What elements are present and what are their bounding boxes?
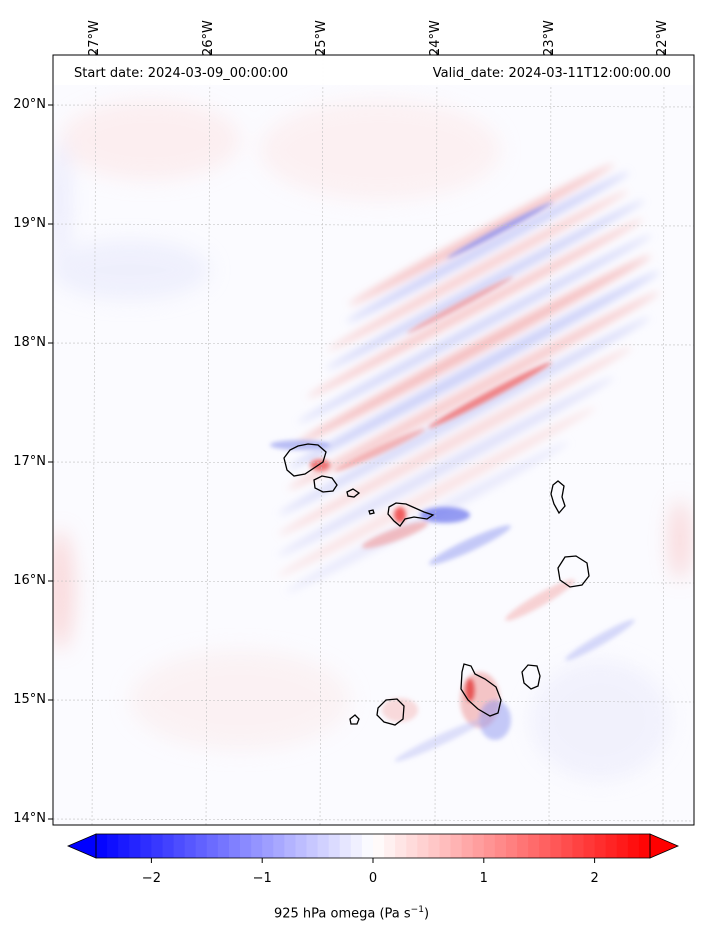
colorbar-segment xyxy=(217,834,230,858)
colorbar-segment xyxy=(129,834,141,858)
colorbar-segment xyxy=(328,834,341,858)
lon-label: 24°W xyxy=(428,20,443,56)
colorbar-label-main: 925 hPa omega (Pa s xyxy=(273,906,411,922)
lat-label: 15°N xyxy=(13,692,46,707)
colorbar-segment xyxy=(306,834,319,858)
lat-ticks xyxy=(48,104,53,820)
lon-label: 23°W xyxy=(542,20,557,56)
colorbar-segment xyxy=(317,834,330,858)
lon-label: 26°W xyxy=(201,20,216,56)
colorbar-segment xyxy=(350,834,363,858)
lon-ticks xyxy=(95,50,665,55)
island-santo-antao xyxy=(283,443,327,477)
start-date-label: Start date: 2024-03-09_00:00:00 xyxy=(74,66,289,81)
lon-label: 25°W xyxy=(314,20,329,56)
colorbar-segment xyxy=(284,834,297,858)
lon-label: 22°W xyxy=(655,20,670,56)
colorbar-segment xyxy=(505,834,518,858)
colorbar-segment xyxy=(339,834,352,858)
colorbar-segment xyxy=(483,834,496,858)
colorbar-label-close: ) xyxy=(423,906,430,922)
lat-label: 20°N xyxy=(13,97,46,112)
colorbar-segment xyxy=(494,834,507,858)
colorbar-tick-label: 2 xyxy=(590,871,599,886)
colorbar-segment xyxy=(195,834,208,858)
colorbar-segment xyxy=(572,834,585,858)
colorbar-tickmarks xyxy=(150,858,596,863)
island-maio xyxy=(521,664,541,690)
colorbar-segments xyxy=(96,834,651,858)
colorbar-segment xyxy=(151,834,164,858)
colorbar-segment xyxy=(561,834,574,858)
colorbar-segment xyxy=(461,834,474,858)
lat-label: 17°N xyxy=(13,454,46,469)
colorbar-segment xyxy=(173,834,186,858)
colorbar-label: 925 hPa omega (Pa s−1) xyxy=(0,905,703,921)
colorbar-label-exponent: −1 xyxy=(410,905,424,915)
colorbar-segment xyxy=(162,834,175,858)
colorbar-segment xyxy=(616,834,629,858)
colorbar-extend-low xyxy=(66,833,97,859)
colorbar-segment xyxy=(384,834,396,858)
colorbar-segment xyxy=(539,834,551,858)
colorbar-segment xyxy=(262,834,274,858)
colorbar-segment xyxy=(439,834,452,858)
island-sao-vicente xyxy=(313,475,338,493)
colorbar-tick-label: 0 xyxy=(368,871,378,886)
colorbar-segment xyxy=(107,834,119,858)
lat-label: 14°N xyxy=(13,811,46,826)
colorbar-segment xyxy=(395,834,407,858)
colorbar-segment xyxy=(140,834,152,858)
colorbar-tick-label: −1 xyxy=(252,871,272,886)
colorbar-segment xyxy=(594,834,607,858)
valid-date-label: Valid_date: 2024-03-11T12:00:00.00 xyxy=(432,66,671,81)
colorbar-segment xyxy=(627,834,640,858)
colorbar-extend-high xyxy=(649,833,680,859)
colorbar xyxy=(66,833,680,863)
colorbar-segment xyxy=(638,834,651,858)
lon-label: 27°W xyxy=(87,20,102,56)
lat-label: 16°N xyxy=(13,573,46,588)
colorbar-segment xyxy=(472,834,485,858)
lat-label: 18°N xyxy=(13,335,46,350)
colorbar-segment xyxy=(583,834,596,858)
colorbar-segment xyxy=(517,834,529,858)
colorbar-segment xyxy=(251,834,263,858)
colorbar-segment xyxy=(373,834,385,858)
colorbar-segment xyxy=(450,834,463,858)
omega-field xyxy=(53,55,694,825)
island-santa-luzia xyxy=(346,488,361,498)
colorbar-segment xyxy=(550,834,562,858)
colorbar-tick-label: 1 xyxy=(479,871,488,886)
island-sao-nicolau xyxy=(387,502,435,527)
island-santiago xyxy=(460,663,502,717)
colorbar-segment xyxy=(361,834,374,858)
header-band xyxy=(54,56,693,85)
colorbar-segment xyxy=(118,834,130,858)
graticule xyxy=(53,55,694,825)
lat-label: 19°N xyxy=(13,216,46,231)
colorbar-segment xyxy=(273,834,285,858)
colorbar-segment xyxy=(605,834,618,858)
colorbar-segment xyxy=(184,834,197,858)
island-fogo xyxy=(376,698,405,726)
map-frame xyxy=(52,54,695,826)
colorbar-segment xyxy=(206,834,219,858)
colorbar-segment xyxy=(417,834,429,858)
colorbar-segment xyxy=(96,834,108,858)
island-boa-vista xyxy=(557,555,590,588)
colorbar-tick-label: −2 xyxy=(141,871,161,886)
colorbar-segment xyxy=(295,834,308,858)
colorbar-segment xyxy=(428,834,441,858)
colorbar-segment xyxy=(228,834,241,858)
colorbar-segment xyxy=(240,834,252,858)
coastlines xyxy=(283,443,590,726)
colorbar-segment xyxy=(406,834,418,858)
island-brava xyxy=(349,714,360,725)
island-sal xyxy=(550,480,566,515)
colorbar-segment xyxy=(528,834,540,858)
island-ilheu xyxy=(368,509,375,515)
